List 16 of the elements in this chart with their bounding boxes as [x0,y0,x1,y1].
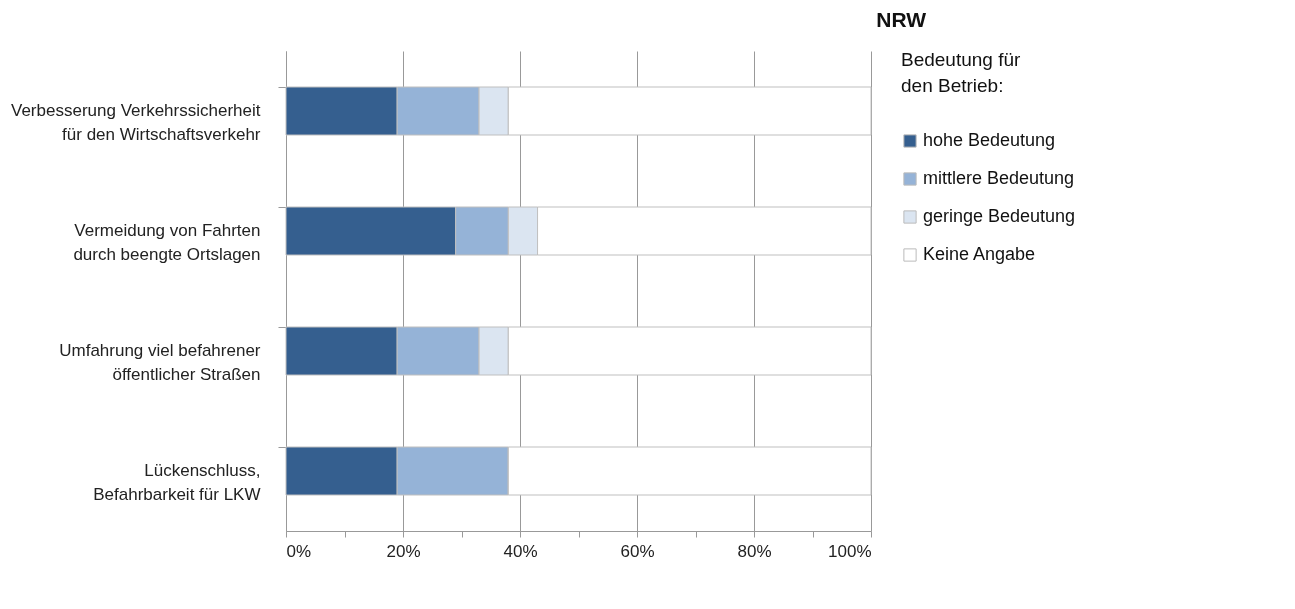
legend-label: geringe Bedeutung [923,206,1076,226]
legend-label: hohe Bedeutung [923,130,1056,150]
legend-title: Bedeutung für den Betrieb: [901,49,1022,96]
y-tick-label: Vermeidung von Fahrten durch beengte Ortslagen [73,221,261,264]
x-tick-label: 40% [503,541,538,561]
y-tick-label: Lückenschluss, Befahrbarkeit für LKW [93,461,261,504]
x-tick-label: 60% [620,541,655,561]
x-tick-label: 100% [828,541,872,561]
chart-title: NRW [876,8,927,31]
y-tick-label: Verbesserung Verkehrssicherheit für den Wirtschaftsverkehr [11,101,261,144]
legend-label: Keine Angabe [923,244,1036,264]
y-tick-label: Umfahrung viel befahrener öffentlicher Straßen [59,341,261,384]
x-tick-label: 20% [386,541,421,561]
legend-label: mittlere Bedeutung [923,168,1075,188]
x-tick-label: 0% [286,541,312,561]
x-tick-label: 80% [737,541,772,561]
